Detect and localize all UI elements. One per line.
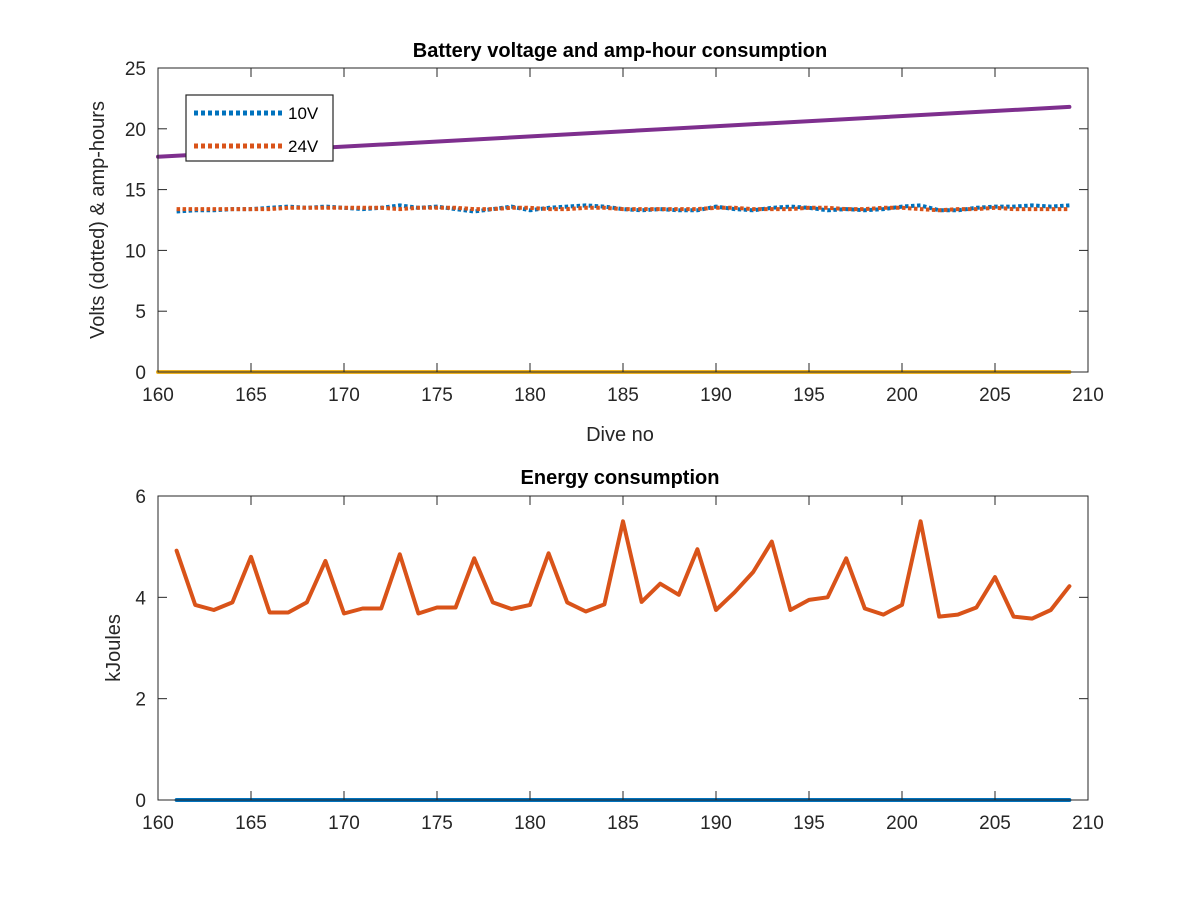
x-tick-label: 195 bbox=[793, 813, 825, 834]
plot-area bbox=[158, 496, 1088, 800]
plot-title: Energy consumption bbox=[521, 467, 720, 489]
y-tick-label: 15 bbox=[125, 181, 146, 202]
x-tick-label: 165 bbox=[235, 385, 267, 406]
x-tick-label: 205 bbox=[979, 385, 1011, 406]
y-axis-label: Volts (dotted) & amp-hours bbox=[87, 101, 109, 339]
x-tick-label: 180 bbox=[514, 385, 546, 406]
y-tick-label: 0 bbox=[135, 363, 146, 384]
voltage-amphour-plot: Battery voltage and amp-hour consumption… bbox=[87, 40, 1104, 446]
x-tick-label: 165 bbox=[235, 813, 267, 834]
x-tick-label: 210 bbox=[1072, 385, 1104, 406]
x-tick-label: 160 bbox=[142, 385, 174, 406]
x-tick-label: 170 bbox=[328, 385, 360, 406]
legend-box bbox=[185, 94, 334, 162]
axes-layer: 160 165 170 175 180 185 190 195 200 205 210 0 5 10 15 2… bbox=[125, 59, 1104, 406]
plot-title: Battery voltage and amp-hour consumption bbox=[413, 40, 827, 62]
y-tick-label: 10 bbox=[125, 241, 146, 262]
x-tick-label: 190 bbox=[700, 385, 732, 406]
y-tick-label: 20 bbox=[125, 120, 146, 141]
y-tick-label: 25 bbox=[125, 59, 146, 80]
x-tick-label: 190 bbox=[700, 813, 732, 834]
x-tick-label: 200 bbox=[886, 813, 918, 834]
y-axis-label: kJoules bbox=[103, 614, 125, 682]
y-tick-label: 6 bbox=[135, 487, 146, 508]
legend-label-24v: 24V bbox=[288, 137, 319, 156]
x-tick-label: 185 bbox=[607, 813, 639, 834]
x-tick-label: 170 bbox=[328, 813, 360, 834]
legend: 10V 24V bbox=[185, 94, 334, 162]
x-tick-label: 200 bbox=[886, 385, 918, 406]
series-line-series-1 bbox=[174, 519, 1072, 621]
y-tick-label: 4 bbox=[135, 588, 146, 609]
x-tick-label: 205 bbox=[979, 813, 1011, 834]
legend-label-10v: 10V bbox=[288, 104, 319, 123]
y-tick-label: 0 bbox=[135, 791, 146, 812]
y-tick-label: 2 bbox=[135, 690, 146, 711]
x-axis-label: Dive no bbox=[586, 424, 654, 446]
x-tick-label: 210 bbox=[1072, 813, 1104, 834]
x-tick-label: 195 bbox=[793, 385, 825, 406]
x-tick-label: 175 bbox=[421, 813, 453, 834]
x-tick-label: 180 bbox=[514, 813, 546, 834]
x-tick-label: 185 bbox=[607, 385, 639, 406]
y-tick-label: 5 bbox=[135, 302, 146, 323]
axes-layer: 160 165 170 175 180 185 190 195 200 205 210 0 2 4 6 bbox=[135, 487, 1103, 834]
x-tick-label: 160 bbox=[142, 813, 174, 834]
series-line-24v bbox=[176, 205, 1070, 213]
energy-consumption-plot: Energy consumption kJoules 160 165 170 175 1… bbox=[103, 467, 1104, 834]
x-tick-label: 175 bbox=[421, 385, 453, 406]
